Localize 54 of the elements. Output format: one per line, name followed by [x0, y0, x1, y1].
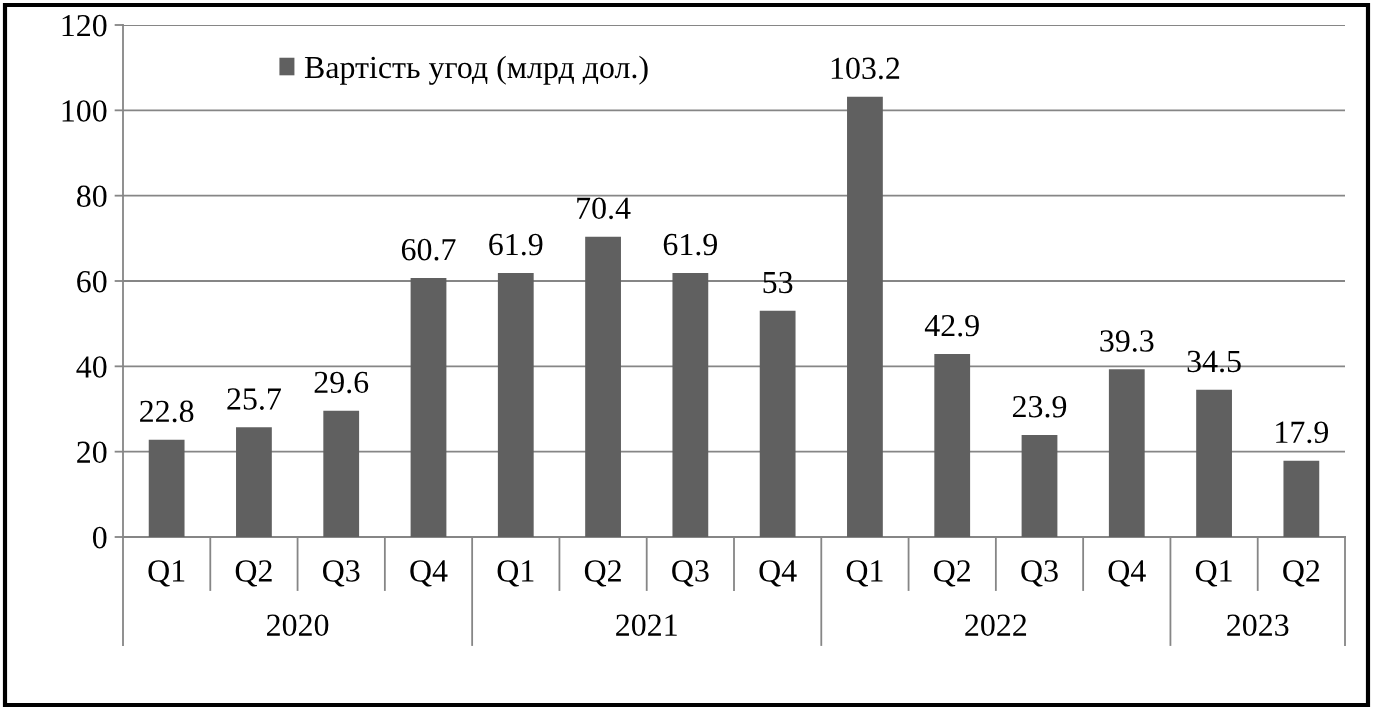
- x-tick-label: Q4: [759, 560, 797, 587]
- x-tick-label: Q2: [934, 560, 970, 587]
- bar: [1021, 435, 1058, 537]
- bar: [934, 353, 971, 537]
- bar: [847, 96, 883, 537]
- x-tick-label: Q4: [410, 560, 448, 587]
- data-label: 61.9: [663, 233, 717, 256]
- bar: [1196, 389, 1232, 537]
- bar: [672, 272, 709, 537]
- x-tick-label: Q2: [1283, 560, 1320, 587]
- y-tick-label: 0: [92, 526, 107, 549]
- y-tick-label: 40: [76, 356, 107, 378]
- y-tick-label: 80: [77, 185, 107, 208]
- text: 2021: [616, 614, 677, 636]
- text: 2020: [267, 614, 329, 636]
- x-tick-label: Q4: [1108, 560, 1146, 587]
- y-tick-label: 60: [77, 270, 107, 293]
- bar: [497, 272, 534, 537]
- x-tick-label: Q1: [846, 560, 883, 587]
- data-label: 23.9: [1012, 395, 1067, 418]
- bar: [759, 310, 796, 537]
- x-tick-label: Q3: [1021, 560, 1058, 587]
- x-tick-label: Q1: [497, 560, 534, 587]
- data-label: 34.5: [1187, 350, 1241, 373]
- data-label: 39.3: [1100, 330, 1154, 352]
- data-label: 29.6: [314, 371, 369, 394]
- y-tick-label: 120: [62, 14, 107, 37]
- y-tick-label: 100: [62, 100, 107, 122]
- data-label: 53: [763, 271, 793, 294]
- legend-label: Вартість угод (млрд дол.): [304, 55, 648, 85]
- bar: [1108, 369, 1145, 537]
- bar: [323, 410, 360, 537]
- x-tick-label: Q3: [323, 560, 360, 587]
- data-label: 22.8: [140, 400, 194, 423]
- bar: [148, 439, 185, 537]
- data-label: 70.4: [577, 197, 631, 220]
- bar: [410, 278, 447, 537]
- x-tick-label: Q1: [148, 560, 185, 587]
- text: 2023: [1227, 614, 1289, 636]
- x-tick-label: Q2: [584, 560, 621, 587]
- bar: [585, 236, 621, 537]
- data-label: 42.9: [924, 314, 979, 337]
- bar: [1283, 460, 1320, 537]
- y-tick-label: 20: [77, 441, 107, 464]
- data-label: 61.9: [489, 233, 543, 256]
- data-label: 17.9: [1276, 421, 1328, 444]
- data-label: 103.2: [831, 57, 900, 80]
- x-tick-label: Q1: [1195, 560, 1232, 587]
- x-tick-label: Q3: [672, 560, 709, 587]
- x-tick-label: Q2: [235, 560, 272, 587]
- bar: [236, 427, 272, 537]
- text: 2022: [965, 614, 1027, 636]
- data-label: 60.7: [401, 238, 456, 261]
- data-label: 25.7: [227, 388, 281, 410]
